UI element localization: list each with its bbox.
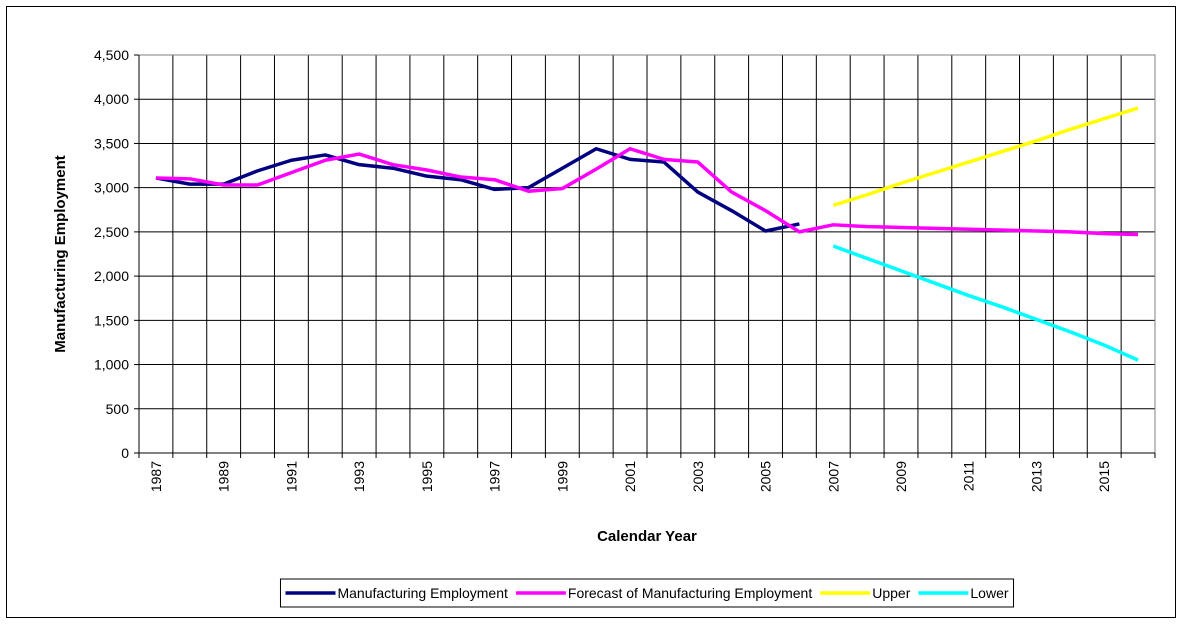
y-tick-label: 1,500 [94,312,129,328]
x-tick-label: 2013 [1028,461,1044,492]
x-tick-label: 1995 [419,461,435,492]
y-tick-label: 500 [106,401,130,417]
legend-label: Manufacturing Employment [337,585,508,601]
x-tick-label: 2011 [961,461,977,491]
series-line [832,244,1139,362]
y-tick-label: 2,500 [94,224,129,240]
x-tick-label: 2007 [825,461,841,492]
legend: Manufacturing Employment Forecast of Manu… [279,578,1015,608]
series-line [155,147,800,233]
y-tick-label: 4,000 [94,91,129,107]
y-tick-label: 3,500 [94,135,129,151]
y-tick-label: 3,000 [94,180,129,196]
legend-label: Lower [970,585,1008,601]
x-tick-label: 1991 [283,461,299,492]
x-tick-label: 2015 [1096,461,1112,492]
series-line [155,147,1139,237]
x-axis-title: Calendar Year [597,528,697,545]
y-axis-title: Manufacturing Employment [52,155,69,353]
series-line [832,106,1139,208]
y-tick-label: 0 [121,445,129,461]
x-tick-label: 1997 [487,461,503,492]
x-tick-label: 1989 [216,461,232,492]
x-tick-label: 2005 [758,461,774,492]
y-tick-label: 2,000 [94,268,129,284]
y-tick-label: 1,000 [94,357,129,373]
x-tick-label: 1993 [351,461,367,492]
legend-label: Upper [872,585,910,601]
legend-label: Forecast of Manufacturing Employment [568,585,812,601]
x-tick-label: 2009 [893,461,909,492]
x-tick-label: 2003 [690,461,706,492]
x-tick-label: 2001 [622,461,638,492]
legend-box [279,578,1015,608]
x-tick-label: 1999 [554,461,570,492]
y-tick-label: 4,500 [94,47,129,63]
x-tick-label: 1987 [148,461,164,492]
